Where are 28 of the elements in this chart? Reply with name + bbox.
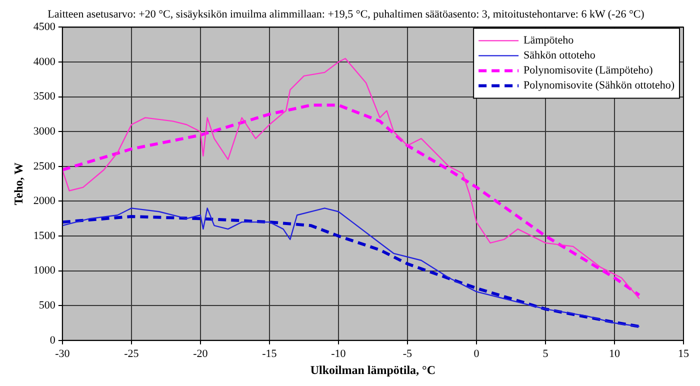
y-tick-label: 4000 bbox=[33, 56, 56, 68]
x-tick-label: 5 bbox=[542, 348, 549, 360]
chart-title: Laitteen asetusarvo: +20 °C, sisäyksikön imuilma alimmillaan: +19,5 °C, puhaltimen säätöasento: 3, mitoitustehontarve: 6 kW (-26 °C) bbox=[48, 8, 645, 20]
x-tick-label: 15 bbox=[678, 348, 690, 360]
x-tick-label: -5 bbox=[402, 348, 413, 360]
y-tick-label: 0 bbox=[50, 334, 56, 346]
legend-label: Lämpöteho bbox=[524, 34, 574, 47]
x-tick-label: -10 bbox=[331, 348, 346, 360]
x-tick-label: 10 bbox=[608, 348, 620, 360]
x-axis-title: Ulkoilman lämpötila, °C bbox=[310, 362, 436, 377]
legend-label: Polynomisovite (Lämpöteho) bbox=[524, 64, 654, 77]
x-tick-label: 0 bbox=[474, 348, 480, 360]
y-tick-label: 3000 bbox=[33, 125, 56, 138]
y-tick-label: 2500 bbox=[33, 160, 56, 172]
y-tick-label: 3500 bbox=[33, 90, 56, 103]
y-tick-label: 1000 bbox=[33, 264, 56, 277]
x-tick-label: -15 bbox=[262, 348, 278, 360]
y-tick-label: 500 bbox=[38, 299, 56, 312]
x-tick-label: -25 bbox=[124, 348, 140, 360]
y-tick-label: 1500 bbox=[33, 230, 56, 242]
y-axis-title: Teho, W bbox=[11, 162, 26, 206]
legend-label: Polynomisovite (Sähkön ottoteho) bbox=[524, 80, 675, 92]
x-tick-label: -20 bbox=[193, 348, 208, 360]
y-tick-label: 4500 bbox=[33, 21, 56, 34]
x-tick-label: -30 bbox=[55, 348, 70, 360]
y-tick-label: 2000 bbox=[33, 195, 56, 208]
line-series bbox=[62, 104, 641, 297]
legend-label: Sähkön ottoteho bbox=[524, 50, 596, 62]
